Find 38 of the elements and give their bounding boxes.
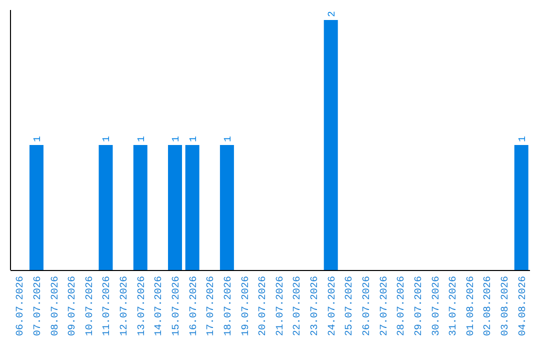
x-tick-label: 17.07.2026 [206,276,218,336]
x-tick-label: 18.07.2026 [223,276,234,336]
x-tick-label: 11.07.2026 [102,276,114,336]
data-label: 1 [136,136,148,142]
x-tick-label: 08.07.2026 [50,276,62,336]
x-tick-label: 24.07.2026 [327,276,338,336]
data-label: 1 [518,136,529,142]
x-tick-label: 09.07.2026 [68,276,79,336]
x-tick-label: 14.07.2026 [154,276,166,336]
x-tick-label: 20.07.2026 [258,276,270,336]
x-tick-label: 01.08.2026 [466,276,477,336]
data-label: 1 [102,136,114,142]
x-tick-label: 10.07.2026 [84,276,96,336]
x-tick-label: 25.07.2026 [344,276,356,336]
data-label: 1 [172,136,183,142]
x-tick-label: 29.07.2026 [414,276,425,336]
x-tick-label: 23.07.2026 [310,276,322,336]
data-label: 1 [223,136,234,142]
x-tick-label: 04.08.2026 [518,276,529,336]
x-tick-label: 07.07.2026 [32,276,44,336]
x-tick-label: 15.07.2026 [172,276,183,336]
x-tick-label: 31.07.2026 [448,276,460,336]
data-label: 1 [188,136,200,142]
x-tick-label: 26.07.2026 [362,276,373,336]
x-tick-label: 13.07.2026 [136,276,148,336]
x-tick-label: 19.07.2026 [240,276,252,336]
x-tick-label: 02.08.2026 [483,276,494,336]
x-tick-label: 21.07.2026 [275,276,286,336]
data-label: 1 [32,136,44,142]
x-tick-label: 06.07.2026 [16,276,27,336]
x-tick-label: 03.08.2026 [500,276,512,336]
data-label: 2 [327,10,338,17]
x-tick-label: 28.07.2026 [396,276,408,336]
x-tick-label: 30.07.2026 [431,276,442,336]
x-tick-label: 27.07.2026 [379,276,390,336]
x-tick-label: 16.07.2026 [188,276,200,336]
x-tick-label: 12.07.2026 [120,276,131,336]
x-tick-label: 22.07.2026 [292,276,304,336]
